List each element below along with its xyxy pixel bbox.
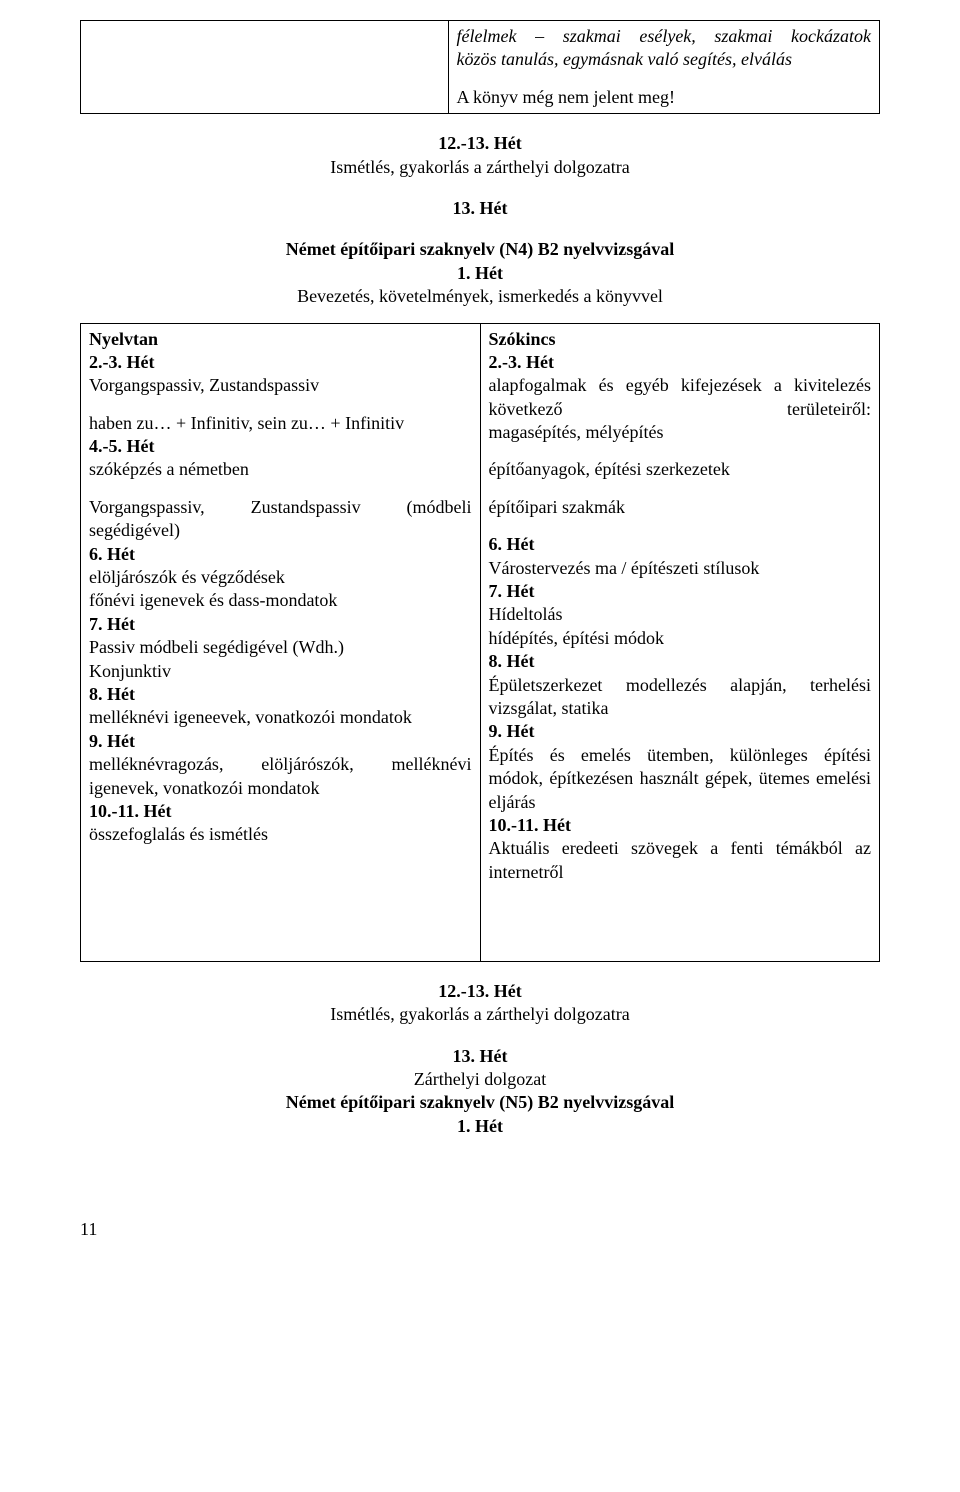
left-7: 7. Hét xyxy=(89,613,472,636)
left-szokepzes: szóképzés a németben xyxy=(89,458,472,481)
left-osszefoglalas: összefoglalás és ismétlés xyxy=(89,823,472,846)
left-passiv: Passiv módbeli segédigével (Wdh.) xyxy=(89,636,472,659)
left-melleknevi: melléknévi igeneevek, vonatkozói mondato… xyxy=(89,706,472,729)
left-9: 9. Hét xyxy=(89,730,472,753)
right-hideltolas: Hídeltolás xyxy=(489,603,872,626)
left-6: 6. Hét xyxy=(89,543,472,566)
left-konjunktiv: Konjunktiv xyxy=(89,660,472,683)
left-2-3: 2.-3. Hét xyxy=(89,351,472,374)
right-hidepites: hídépítés, építési módok xyxy=(489,627,872,650)
bottom-nemet-n5: Német építőipari szaknyelv (N5) B2 nyelv… xyxy=(80,1091,880,1114)
right-6: 6. Hét xyxy=(489,533,872,556)
top-line3: A könyv még nem jelent meg! xyxy=(457,86,871,109)
bottom-zarthelyi: Zárthelyi dolgozat xyxy=(80,1068,880,1091)
szokincs-head: Szókincs xyxy=(489,328,872,351)
bottom-12-13: 12.-13. Hét xyxy=(80,980,880,1003)
top-line2: közös tanulás, egymásnak való segítés, e… xyxy=(457,48,871,71)
left-4-5: 4.-5. Hét xyxy=(89,435,472,458)
bevezetes: Bevezetés, követelmények, ismerkedés a k… xyxy=(80,285,880,308)
right-2-3: 2.-3. Hét xyxy=(489,351,872,374)
heading-13: 13. Hét xyxy=(80,197,880,220)
ismetles-1: Ismétlés, gyakorlás a zárthelyi dolgozat… xyxy=(80,156,880,179)
right-8: 8. Hét xyxy=(489,650,872,673)
bottom-13: 13. Hét xyxy=(80,1045,880,1068)
left-haben: haben zu… + Infinitiv, sein zu… + Infini… xyxy=(89,412,472,435)
top-table: félelmek – szakmai esélyek, szakmai kock… xyxy=(80,20,880,114)
right-10-11: 10.-11. Hét xyxy=(489,814,872,837)
nemet-n4: Német építőipari szaknyelv (N4) B2 nyelv… xyxy=(80,238,880,261)
right-magasepites: magasépítés, mélyépítés xyxy=(489,421,872,444)
bottom-ismetles: Ismétlés, gyakorlás a zárthelyi dolgozat… xyxy=(80,1003,880,1026)
left-8: 8. Hét xyxy=(89,683,472,706)
left-melleknevrag: melléknévragozás, elöljárószók, mellékné… xyxy=(89,753,472,800)
heading-1: 1. Hét xyxy=(80,262,880,285)
heading-12-13: 12.-13. Hét xyxy=(80,132,880,155)
right-epites-emeles: Építés és emelés ütemben, különleges épí… xyxy=(489,744,872,814)
right-epitoanyagok: építőanyagok, építési szerkezetek xyxy=(489,458,872,481)
right-aktualis: Aktuális eredeeti szövegek a fenti témák… xyxy=(489,837,872,884)
page-number: 11 xyxy=(80,1218,880,1241)
left-fonevi: főnévi igenevek és dass-mondatok xyxy=(89,589,472,612)
right-7: 7. Hét xyxy=(489,580,872,603)
left-vorgang: Vorgangspassiv, Zustandspassiv xyxy=(89,374,472,397)
right-epuletszerkezet: Épületszerkezet modellezés alapján, terh… xyxy=(489,674,872,721)
right-varostervezes: Várostervezés ma / építészeti stílusok xyxy=(489,557,872,580)
top-line1: félelmek – szakmai esélyek, szakmai kock… xyxy=(457,25,871,48)
right-alapfogalmak: alapfogalmak és egyéb kifejezések a kivi… xyxy=(489,374,872,421)
left-10-11: 10.-11. Hét xyxy=(89,800,472,823)
nyelvtan-head: Nyelvtan xyxy=(89,328,472,351)
left-eloljaroszok: elöljárószók és végződések xyxy=(89,566,472,589)
right-szakmak: építőipari szakmák xyxy=(489,496,872,519)
left-vorgang-mod: Vorgangspassiv, Zustandspassiv (módbeli … xyxy=(89,496,472,543)
two-col-table: Nyelvtan 2.-3. Hét Vorgangspassiv, Zusta… xyxy=(80,323,880,962)
right-9: 9. Hét xyxy=(489,720,872,743)
bottom-1: 1. Hét xyxy=(80,1115,880,1138)
